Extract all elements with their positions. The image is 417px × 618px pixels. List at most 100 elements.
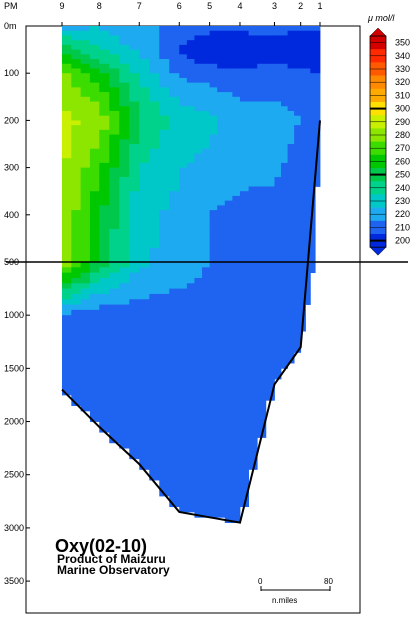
oxygen-cell [232, 453, 241, 460]
oxygen-cell [99, 257, 110, 263]
oxygen-cell [194, 110, 203, 117]
oxygen-cell [119, 416, 130, 422]
oxygen-cell [294, 315, 302, 321]
oxygen-cell [274, 243, 282, 249]
oxygen-cell [305, 293, 311, 300]
oxygen-cell [179, 228, 188, 235]
oxygen-cell [109, 177, 120, 183]
oxygen-cell [186, 195, 195, 202]
oxygen-cell [80, 357, 91, 364]
oxygen-cell [179, 363, 188, 369]
oxygen-cell [139, 238, 150, 244]
oxygen-cell [179, 247, 188, 253]
oxygen-cell [265, 120, 275, 126]
oxygen-cell [194, 262, 203, 268]
oxygen-cell [248, 373, 258, 380]
oxygen-cell [274, 26, 282, 32]
oxygen-cell [159, 144, 170, 150]
oxygen-cell [232, 30, 241, 36]
oxygen-cell [159, 87, 170, 93]
oxygen-cell [179, 410, 188, 417]
oxygen-cell [310, 139, 316, 145]
oxygen-cell [287, 243, 295, 249]
oxygen-cell [310, 238, 316, 244]
oxygen-cell [305, 101, 311, 107]
oxygen-cell [80, 262, 91, 268]
oxygen-cell [305, 283, 311, 289]
oxygen-cell [186, 347, 195, 353]
oxygen-cell [99, 389, 110, 396]
oxygen-cell [294, 233, 302, 239]
oxygen-cell [119, 30, 130, 36]
oxygen-cell [186, 501, 195, 508]
oxygen-cell [80, 228, 91, 235]
oxygen-cell [139, 134, 150, 140]
oxygen-cell [129, 357, 140, 364]
oxygen-cell [224, 485, 233, 492]
oxygen-cell [186, 325, 195, 332]
oxygen-cell [287, 195, 295, 202]
oxygen-cell [294, 336, 302, 343]
oxygen-cell [99, 421, 110, 428]
oxygen-cell [294, 115, 302, 121]
oxygen-cell [209, 511, 218, 518]
oxygen-cell [89, 205, 100, 211]
oxygen-cell [71, 233, 82, 239]
oxygen-cell [217, 458, 226, 465]
oxygen-cell [186, 474, 195, 481]
oxygen-cell [224, 426, 233, 433]
oxygen-cell [274, 63, 282, 69]
oxygen-cell [274, 54, 282, 60]
oxygen-cell [186, 464, 195, 470]
oxygen-cell [209, 120, 218, 126]
oxygen-cell [202, 233, 211, 239]
oxygen-cell [80, 162, 91, 168]
oxygen-cell [159, 389, 170, 396]
oxygen-cell [224, 129, 233, 135]
oxygen-cell [80, 405, 91, 412]
oxygen-cell [294, 293, 302, 300]
oxygen-cell [99, 30, 110, 36]
oxygen-cell [287, 304, 295, 311]
oxygen-cell [281, 40, 288, 46]
oxygen-cell [80, 54, 91, 60]
oxygen-cell [194, 341, 203, 348]
oxygen-cell [257, 416, 267, 422]
oxygen-cell [224, 309, 233, 316]
oxygen-cell [257, 347, 267, 353]
oxygen-cell [305, 110, 311, 117]
oxygen-cell [217, 501, 226, 508]
oxygen-cell [217, 195, 226, 202]
oxygen-cell [274, 283, 282, 289]
oxygen-cell [202, 125, 211, 131]
oxygen-cell [224, 148, 233, 154]
oxygen-cell [62, 191, 72, 197]
oxygen-cell [186, 205, 195, 211]
oxygen-cell [109, 410, 120, 417]
oxygen-cell [265, 363, 275, 369]
oxygen-cell [287, 252, 295, 258]
oxygen-cell [248, 35, 258, 41]
oxygen-cell [202, 501, 211, 508]
oxygen-cell [232, 357, 241, 364]
oxygen-cell [71, 167, 82, 173]
oxygen-cell [248, 219, 258, 225]
oxygen-cell [209, 186, 218, 192]
oxygen-cell [300, 288, 306, 295]
oxygen-cell [305, 125, 311, 131]
oxygen-cell [139, 267, 150, 274]
oxygen-cell [287, 341, 295, 348]
oxygen-cell [274, 177, 282, 183]
oxygen-cell [305, 219, 311, 225]
oxygen-cell [149, 432, 160, 438]
oxygen-cell [129, 205, 140, 211]
oxygen-cell [265, 262, 275, 268]
oxygen-cell [209, 384, 218, 391]
oxygen-cell [194, 129, 203, 135]
oxygen-cell [315, 181, 321, 187]
oxygen-cell [139, 139, 150, 145]
oxygen-cell [265, 87, 275, 93]
oxygen-cell [281, 191, 288, 197]
oxygen-cell [265, 49, 275, 55]
oxygen-cell [239, 134, 249, 140]
